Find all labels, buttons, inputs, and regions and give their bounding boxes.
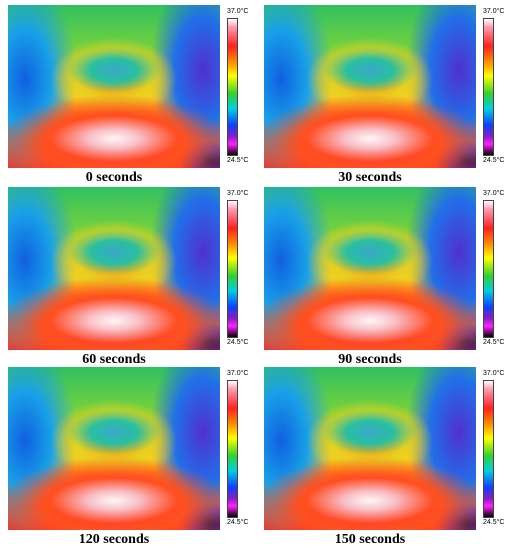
colorbar-min-label: 24.5°C [227, 519, 249, 526]
colorbar-max-label: 37.0°C [227, 190, 249, 197]
thermal-image [264, 367, 476, 530]
colorbar-min-label: 24.5°C [227, 339, 249, 346]
colorbar-min-label: 24.5°C [483, 339, 505, 346]
thermal-image [8, 187, 220, 350]
thermal-image [264, 187, 476, 350]
caption: 60 seconds [82, 352, 146, 367]
thermal-image [264, 5, 476, 168]
colorbar [227, 380, 238, 518]
colorbar-max-label: 37.0°C [483, 8, 505, 15]
colorbar [483, 200, 494, 338]
colorbar-min-label: 24.5°C [483, 157, 505, 164]
colorbar-max-label: 37.0°C [227, 370, 249, 377]
colorbar [483, 18, 494, 156]
caption: 0 seconds [85, 170, 143, 185]
thermal-image [8, 5, 220, 168]
colorbar-max-label: 37.0°C [483, 190, 505, 197]
colorbar [483, 380, 494, 518]
caption: 90 seconds [338, 352, 402, 367]
thermal-image [8, 367, 220, 530]
caption: 30 seconds [338, 170, 402, 185]
caption: 120 seconds [78, 532, 150, 547]
colorbar-max-label: 37.0°C [483, 370, 505, 377]
colorbar-min-label: 24.5°C [227, 157, 249, 164]
colorbar [227, 200, 238, 338]
colorbar-max-label: 37.0°C [227, 8, 249, 15]
colorbar-min-label: 24.5°C [483, 519, 505, 526]
caption: 150 seconds [334, 532, 406, 547]
colorbar [227, 18, 238, 156]
